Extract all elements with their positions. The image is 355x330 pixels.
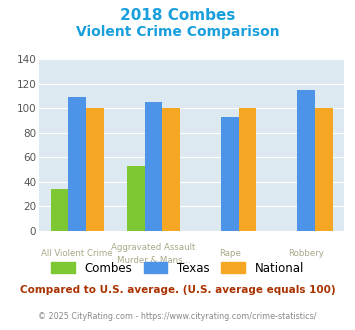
- Bar: [239, 109, 256, 231]
- Text: © 2025 CityRating.com - https://www.cityrating.com/crime-statistics/: © 2025 CityRating.com - https://www.city…: [38, 312, 317, 321]
- Bar: [145, 102, 162, 231]
- Bar: [162, 109, 180, 231]
- Text: 2018 Combes: 2018 Combes: [120, 8, 235, 23]
- Bar: [127, 166, 145, 231]
- Text: Murder & Mans...: Murder & Mans...: [117, 256, 190, 265]
- Text: Rape: Rape: [219, 249, 241, 258]
- Bar: [69, 97, 86, 231]
- Legend: Combes, Texas, National: Combes, Texas, National: [51, 262, 304, 275]
- Text: Aggravated Assault: Aggravated Assault: [111, 243, 196, 251]
- Bar: [297, 90, 315, 231]
- Bar: [86, 109, 104, 231]
- Text: All Violent Crime: All Violent Crime: [42, 249, 113, 258]
- Bar: [51, 189, 69, 231]
- Text: Violent Crime Comparison: Violent Crime Comparison: [76, 25, 279, 39]
- Bar: [315, 109, 333, 231]
- Bar: [221, 117, 239, 231]
- Text: Compared to U.S. average. (U.S. average equals 100): Compared to U.S. average. (U.S. average …: [20, 285, 335, 295]
- Text: Robbery: Robbery: [288, 249, 324, 258]
